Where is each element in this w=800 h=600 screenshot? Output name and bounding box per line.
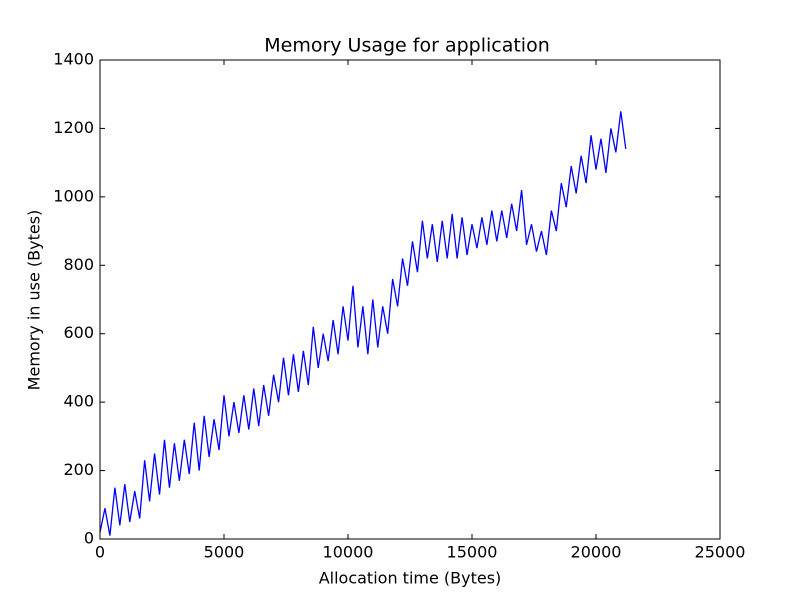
y-tick-label: 800: [63, 255, 94, 274]
x-axis-label: Allocation time (Bytes): [319, 569, 502, 588]
plot-frame: [99, 59, 721, 540]
y-tick-label: 0: [84, 529, 94, 548]
y-tick-label: 400: [63, 392, 94, 411]
y-tick-label: 200: [63, 460, 94, 479]
x-tick-label: 25000: [695, 543, 746, 562]
chart-title: Memory Usage for application: [264, 35, 550, 57]
x-tick-label: 0: [95, 543, 105, 562]
y-tick-label: 1000: [53, 186, 94, 205]
x-tick-label: 5000: [204, 543, 245, 562]
y-tick-label: 1400: [53, 50, 94, 69]
y-tick-label: 1200: [53, 118, 94, 137]
y-axis-label: Memory in use (Bytes): [25, 210, 44, 391]
x-tick-label: 20000: [571, 543, 622, 562]
y-tick-label: 600: [63, 323, 94, 342]
x-tick-label: 10000: [323, 543, 374, 562]
x-tick-label: 15000: [447, 543, 498, 562]
data-line: [99, 111, 627, 536]
